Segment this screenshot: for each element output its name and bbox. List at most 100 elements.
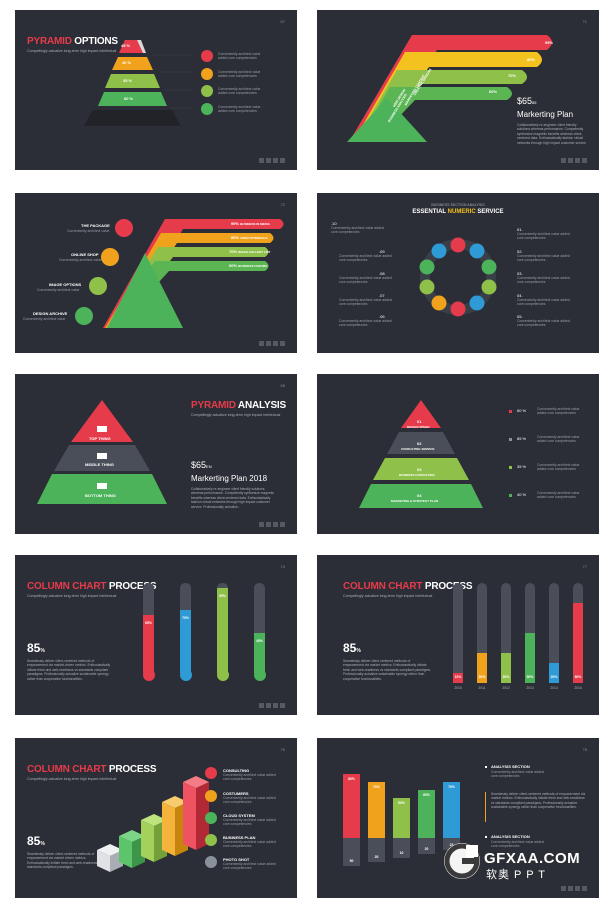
item-desc: Conveniently architect value added core …: [218, 105, 261, 114]
column-bar: [501, 653, 511, 683]
column-base-label: 10: [399, 851, 404, 855]
left-num: .10: [331, 221, 337, 226]
title-accent: PYRAMID: [27, 36, 72, 47]
paragraph: Collaboratively re-engineer client frien…: [191, 487, 275, 509]
tier-bottom: [37, 474, 167, 504]
section-title: ANALYSIS SECTION: [491, 764, 530, 769]
tier-num: 04: [417, 493, 422, 498]
watermark-g-icon: [444, 843, 480, 879]
slide-tier-percentages: 01 DESIGN SPEED 02 CONSULTING SERVICE 03…: [317, 374, 599, 534]
page-number: 76: [280, 747, 285, 752]
title-part: ESSENTIAL: [412, 209, 448, 215]
left-desc: Conveniently architect value added core …: [339, 254, 392, 263]
subtitle: Compellingly actualize long-term high im…: [27, 777, 117, 781]
briefcase-icon: [205, 834, 217, 846]
subtitle: Compellingly actualize long-term high im…: [27, 594, 117, 598]
chart-icon: [205, 767, 217, 779]
band-pct: 70%: [508, 73, 517, 78]
kicker: BUSINESS SECTION ANALYSIS: [431, 203, 485, 207]
slide-title: PYRAMID ANALYSIS: [191, 400, 286, 411]
section-desc: Conveniently architect value added core …: [491, 840, 544, 849]
bar-text: IMAGE GALLERY LIST: [238, 250, 271, 254]
column-bar: [443, 782, 460, 838]
row-desc: Conveniently architect value added core …: [537, 463, 580, 472]
right-num: 01.: [517, 227, 523, 232]
pyramid-graphic: [359, 400, 483, 508]
paragraph: Seamlessly deliver client-centered metho…: [343, 659, 431, 681]
paragraph: Seamlessly deliver client-centered metho…: [491, 792, 586, 810]
watermark-text: GFXAA.COM: [484, 850, 581, 867]
big-value: 85: [27, 834, 41, 848]
column-category-label: 2014: [550, 686, 558, 690]
right-num: 05.: [517, 314, 523, 319]
column-value-label: 80%: [348, 777, 355, 781]
bullet-icon: [509, 410, 512, 413]
slide-column-chart-3: 76 COLUMN CHART PROCESS Compellingly act…: [15, 738, 297, 898]
title-accent: PYRAMID: [191, 400, 236, 411]
bullet-icon: [509, 494, 512, 497]
bar-pct: 80%: [231, 235, 240, 240]
big-stat: 85%: [343, 641, 361, 655]
column-value-label: 45%: [256, 638, 263, 643]
column-base-label: 20: [374, 855, 379, 859]
row-pct: 40 %: [517, 492, 527, 497]
item-label: DESIGN ARCHIVE: [33, 311, 68, 316]
pyramid-tier-3: [105, 74, 160, 88]
column-value-label: 65%: [145, 620, 152, 625]
row-desc: Conveniently architect value added core …: [537, 407, 580, 416]
section-desc: Conveniently architect value added core …: [491, 770, 544, 779]
left-num: .09: [379, 249, 385, 254]
band-pct: 80%: [527, 57, 536, 62]
social-icons: [259, 158, 285, 163]
paragraph: Seamlessly deliver client-centered metho…: [27, 659, 111, 681]
column-base-label: 50: [349, 859, 354, 863]
slide-column-chart-2: 77 COLUMN CHART PROCESS Compellingly act…: [317, 555, 599, 715]
item-desc: Conveniently architect value added core …: [218, 70, 261, 79]
left-desc: Conveniently architect value added core …: [339, 319, 392, 328]
left-num: .08: [379, 271, 385, 276]
watermark-sub: 软奥 P P T: [486, 869, 546, 881]
archive-icon: [75, 307, 93, 325]
band-pct: 60%: [489, 89, 498, 94]
item-label: COSTUMERS: [223, 791, 249, 796]
page-number: 68: [280, 383, 285, 388]
tier-num: 02: [417, 441, 422, 446]
page-number: 72: [280, 202, 285, 207]
column-value-label: 20%: [550, 675, 558, 679]
column-bar: [143, 614, 154, 673]
item-label: THE PACKAGE: [81, 223, 110, 228]
column-track: [549, 583, 559, 683]
layered-triangle-graphic: [347, 35, 552, 142]
column-bar: [254, 632, 265, 673]
column-bar: [525, 633, 535, 683]
big-stat: 85%: [27, 834, 45, 848]
tier-top: [71, 400, 133, 442]
left-desc: Conveniently architect value added core …: [339, 276, 392, 285]
heading: Markerting Plan 2018: [191, 474, 268, 483]
item-desc: Conveniently architect value added core …: [223, 773, 276, 782]
subtitle: Compellingly actualize long-term high im…: [27, 49, 117, 53]
column-bar: [477, 653, 487, 683]
tier-text: MARKETING & STRATEGY PLAN: [391, 499, 439, 503]
column-track: [501, 583, 511, 683]
column-bar: [217, 587, 228, 673]
page-number: 67: [280, 19, 285, 24]
row-pct: 85 %: [517, 436, 527, 441]
slide-pyramid-options: 67 PYRAMID OPTIONS Compellingly actualiz…: [15, 10, 297, 170]
briefcase-icon: [97, 426, 107, 432]
column-value-label: 70%: [448, 785, 455, 789]
left-num: .07: [379, 293, 385, 298]
left-desc: Conveniently architect value added core …: [331, 226, 384, 235]
pyramid-graphic: [84, 40, 193, 126]
bar-pct: 70%: [229, 249, 238, 254]
page-number: 74: [280, 564, 285, 569]
bullet-icon: [485, 766, 487, 768]
item-label: ONLINE SHOP: [71, 252, 99, 257]
gear-icon: [201, 85, 213, 97]
social-icons: [259, 341, 285, 346]
column-value-label: 50%: [398, 801, 405, 805]
row-desc: Conveniently architect value added core …: [537, 491, 580, 500]
slide-title: COLUMN CHART PROCESS: [343, 581, 473, 592]
tier-num: 01: [417, 419, 422, 424]
column-value-label: 70%: [373, 785, 380, 789]
